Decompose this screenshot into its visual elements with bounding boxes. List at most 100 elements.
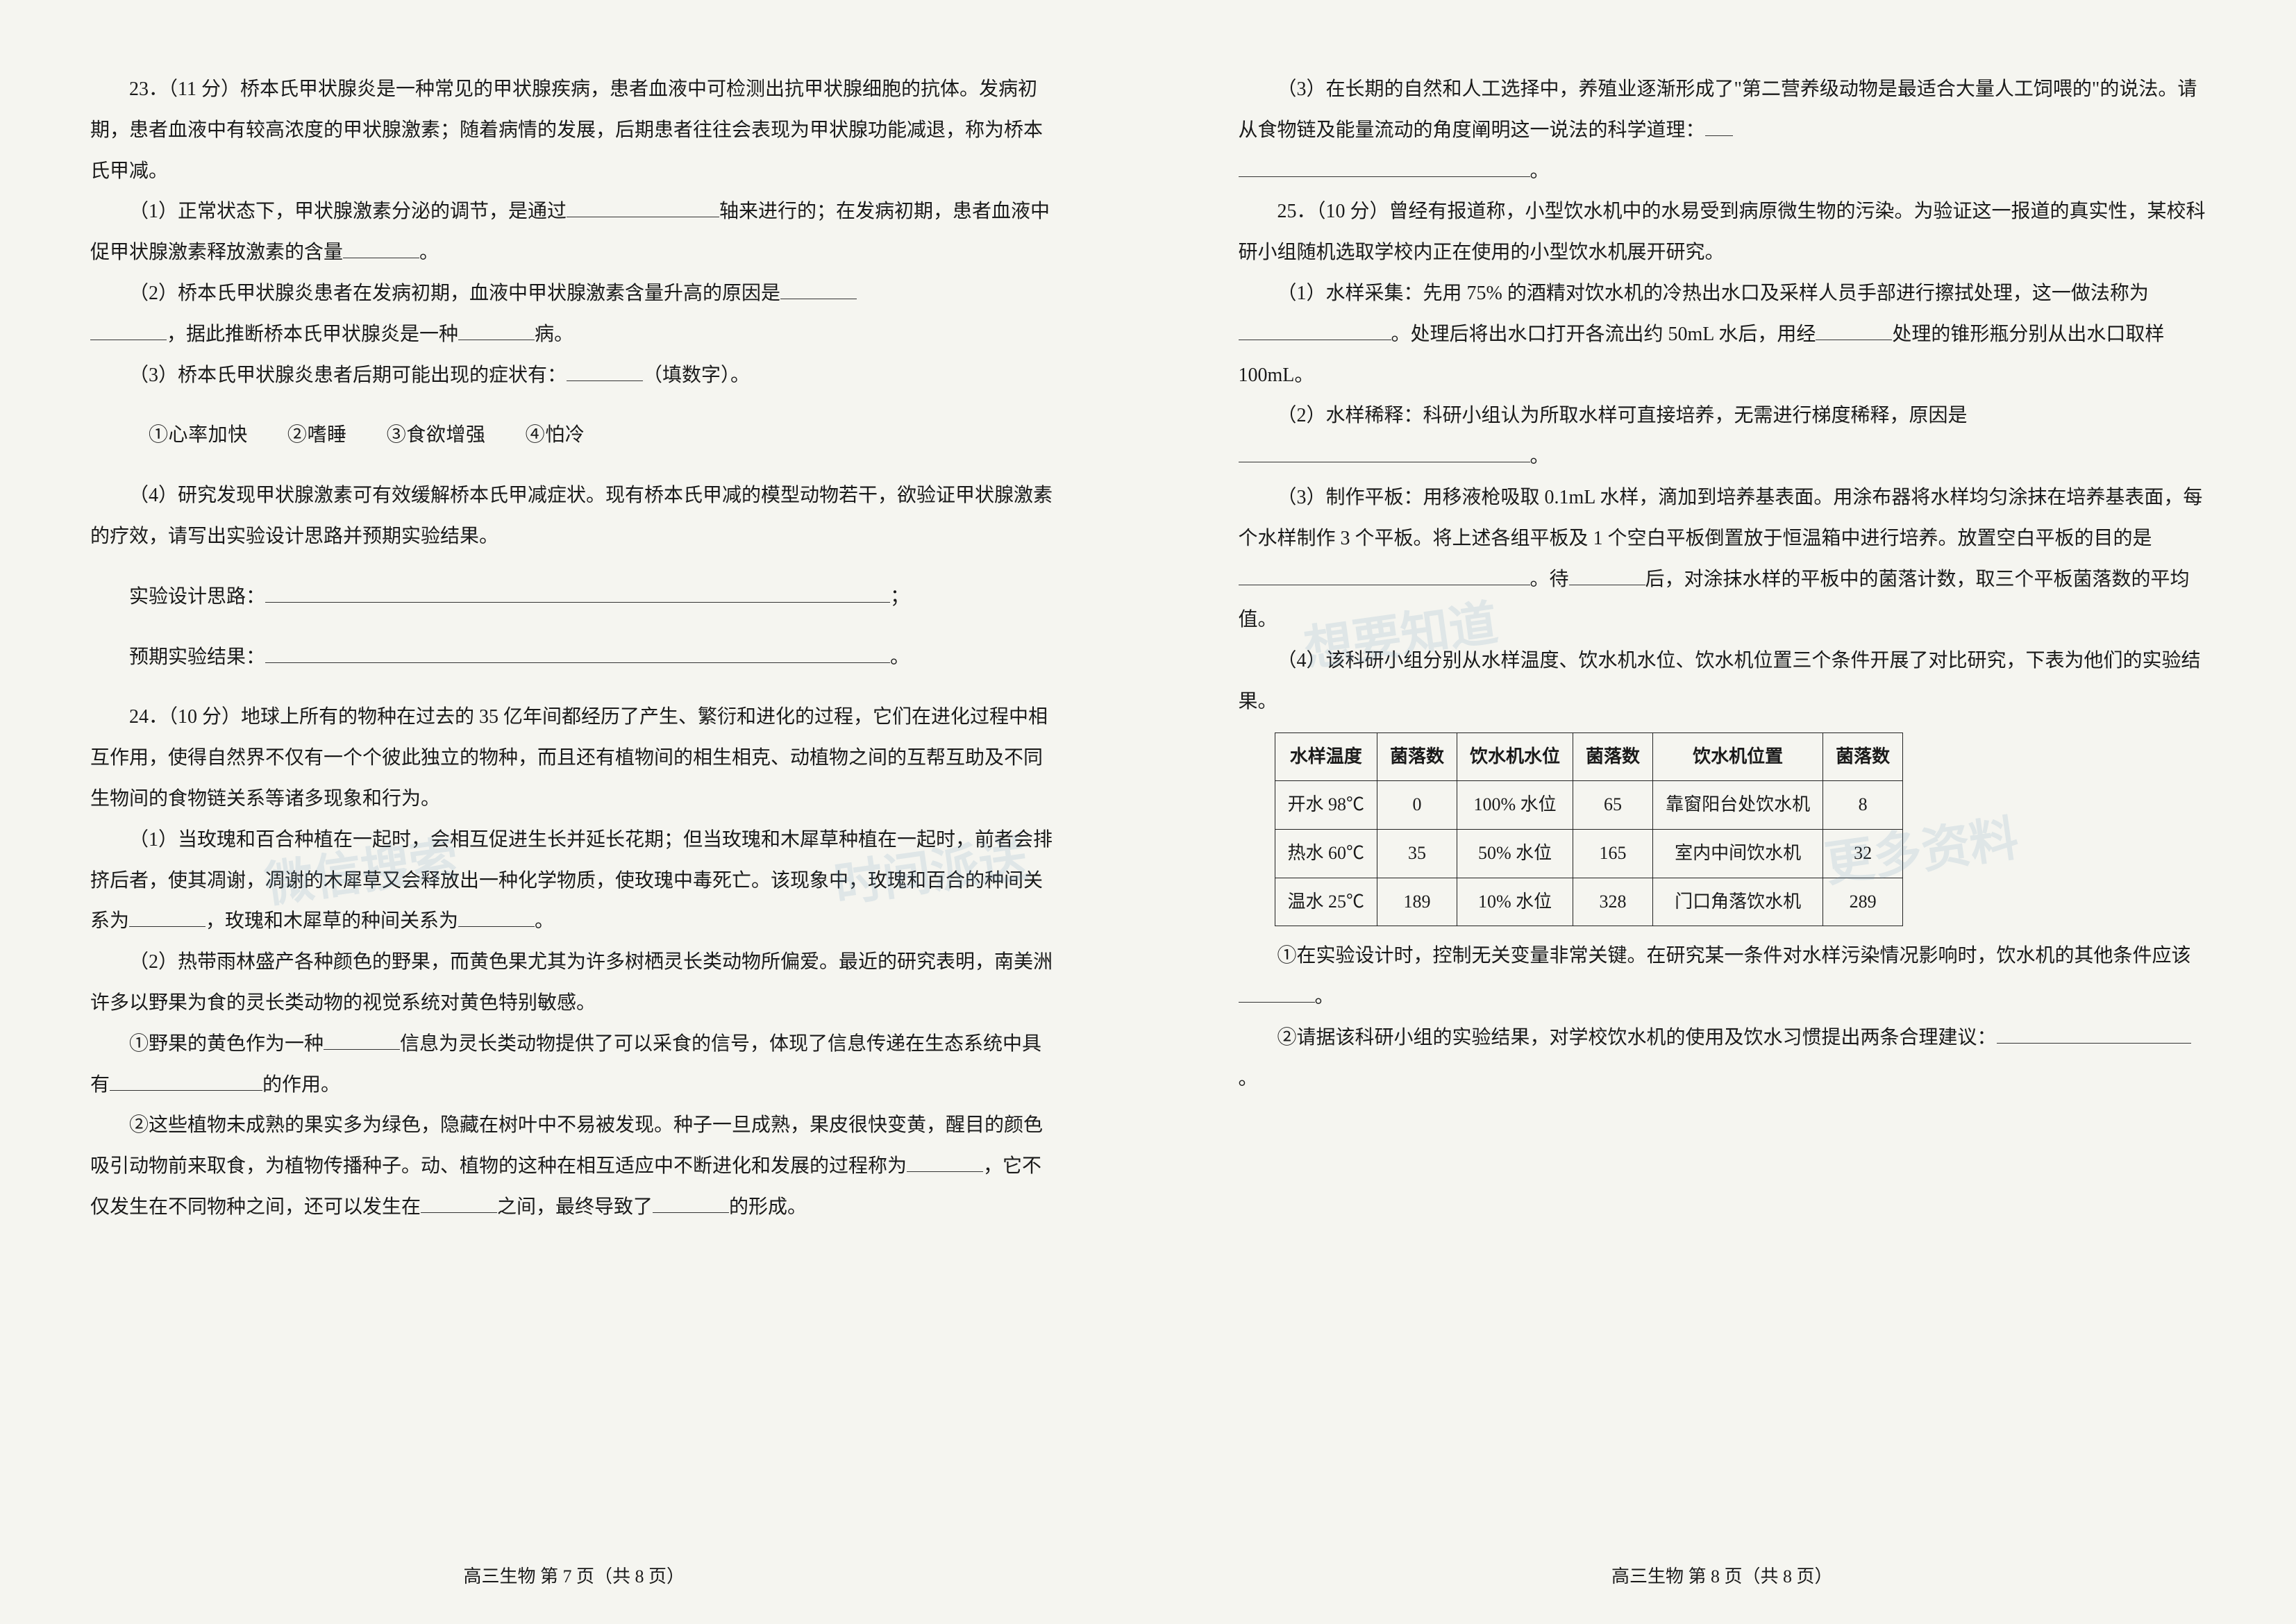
- blank: [90, 317, 167, 340]
- q24-3: （3）在长期的自然和人工选择中，养殖业逐渐形成了"第二营养级动物是最适合大量人工…: [1239, 69, 2206, 151]
- q23-4-exp1: 实验设计思路：；: [90, 577, 1058, 618]
- blank: [780, 276, 857, 299]
- exp2-label: 预期实验结果：: [129, 646, 265, 668]
- q24-2-1: ①野果的黄色作为一种信息为灵长类动物提供了可以采食的信号，体现了信息传递在生态系…: [90, 1024, 1058, 1106]
- blank: [567, 358, 643, 381]
- q25-3: （3）制作平板：用移液枪吸取 0.1mL 水样，滴加到培养基表面。用涂布器将水样…: [1239, 478, 2206, 641]
- q23-3-text-b: （填数字）。: [643, 365, 750, 386]
- blank: [1239, 979, 1315, 1003]
- table-cell: 32: [1823, 829, 1903, 878]
- q24-2-2: ②这些植物未成熟的果实多为绿色，隐藏在树叶中不易被发现。种子一旦成熟，果皮很快变…: [90, 1105, 1058, 1228]
- table-cell: 328: [1573, 878, 1653, 926]
- q25-1a: （1）水样采集：先用 75% 的酒精对饮水机的冷热出水口及采样人员手部进行擦拭处…: [1277, 283, 2149, 304]
- table-cell: 50% 水位: [1457, 829, 1573, 878]
- table-cell: 室内中间饮水机: [1653, 829, 1823, 878]
- table-row: 开水 98℃0100% 水位65靠窗阳台处饮水机8: [1275, 781, 1903, 830]
- table-cell: 开水 98℃: [1275, 781, 1377, 830]
- table-cell: 8: [1823, 781, 1903, 830]
- table-header-cell: 菌落数: [1573, 733, 1653, 781]
- q25-stem: 25．（10 分）曾经有报道称，小型饮水机中的水易受到病原微生物的污染。为验证这…: [1239, 192, 2206, 274]
- table-header-cell: 水样温度: [1275, 733, 1377, 781]
- q25-1b: 。处理后将出水口打开各流出约 50mL 水后，用经: [1391, 324, 1816, 345]
- table-row: 热水 60℃3550% 水位165室内中间饮水机32: [1275, 829, 1903, 878]
- q23-4: （4）研究发现甲状腺激素可有效缓解桥本氏甲减症状。现有桥本氏甲减的模型动物若干，…: [90, 476, 1058, 558]
- blank: [567, 194, 719, 218]
- table-cell: 189: [1377, 878, 1457, 926]
- blank: [421, 1189, 497, 1213]
- table-cell: 35: [1377, 829, 1457, 878]
- blank: [129, 904, 206, 928]
- q24-stem: 24．（10 分）地球上所有的物种在过去的 35 亿年间都经历了产生、繁衍和进化…: [90, 697, 1058, 819]
- q25-4-1b: 。: [1315, 986, 1334, 1007]
- table-cell: 0: [1377, 781, 1457, 830]
- q24-3b: 。: [1530, 160, 1550, 182]
- table-header-cell: 饮水机位置: [1653, 733, 1823, 781]
- blank: [324, 1026, 400, 1050]
- blank: [110, 1067, 262, 1091]
- table-cell: 289: [1823, 878, 1903, 926]
- table-cell: 温水 25℃: [1275, 878, 1377, 926]
- q25-4-1a: ①在实验设计时，控制无关变量非常关键。在研究某一条件对水样污染情况影响时，饮水机…: [1277, 945, 2191, 966]
- exp1-label: 实验设计思路：: [129, 586, 265, 608]
- table-row: 温水 25℃18910% 水位328门口角落饮水机289: [1275, 878, 1903, 926]
- q24-2: （2）热带雨林盛产各种颜色的野果，而黄色果尤其为许多树栖灵长类动物所偏爱。最近的…: [90, 942, 1058, 1024]
- q23-3-options: ①心率加快 ②嗜睡 ③食欲增强 ④怕冷: [90, 415, 1058, 456]
- blank: [1239, 562, 1530, 585]
- blank: [907, 1149, 983, 1173]
- q23-3: （3）桥本氏甲状腺炎患者后期可能出现的症状有： （填数字）。: [90, 355, 1058, 396]
- table-cell: 65: [1573, 781, 1653, 830]
- blank: [1997, 1020, 2191, 1044]
- q24-3-blankline: 。: [1239, 151, 2206, 192]
- q25-4-2b: 。: [1239, 1068, 1258, 1089]
- q23-1: （1）正常状态下，甲状腺激素分泌的调节，是通过轴来进行的；在发病初期，患者血液中…: [90, 192, 1058, 274]
- q23-stem: 23．（11 分）桥本氏甲状腺炎是一种常见的甲状腺疾病，患者血液中可检测出抗甲状…: [90, 69, 1058, 192]
- q25-4-2: ②请据该科研小组的实验结果，对学校饮水机的使用及饮水习惯提出两条合理建议： 。: [1239, 1018, 2206, 1100]
- q25-table: 水样温度菌落数饮水机水位菌落数饮水机位置菌落数 开水 98℃0100% 水位65…: [1275, 733, 1904, 926]
- blank: [1239, 153, 1530, 177]
- q25-1: （1）水样采集：先用 75% 的酒精对饮水机的冷热出水口及采样人员手部进行擦拭处…: [1239, 274, 2206, 396]
- q25-4-1: ①在实验设计时，控制无关变量非常关键。在研究某一条件对水样污染情况影响时，饮水机…: [1239, 936, 2206, 1018]
- q24-2-1c: 的作用。: [262, 1074, 340, 1096]
- blank: [265, 639, 890, 663]
- blank: [265, 579, 890, 603]
- page-footer-8: 高三生物 第 8 页（共 8 页）: [1148, 1558, 2296, 1596]
- q24-2-2c: 之间，最终导致了: [497, 1196, 653, 1218]
- q23-3-text-a: （3）桥本氏甲状腺炎患者后期可能出现的症状有：: [129, 365, 567, 386]
- q24-2-2d: 的形成。: [729, 1196, 807, 1218]
- q24-1-b: ，玫瑰和木犀草的种间关系为: [206, 910, 458, 932]
- table-cell: 100% 水位: [1457, 781, 1573, 830]
- page-7: 23．（11 分）桥本氏甲状腺炎是一种常见的甲状腺疾病，患者血液中可检测出抗甲状…: [0, 0, 1148, 1624]
- q23-4-exp2: 预期实验结果：。: [90, 637, 1058, 678]
- table-cell: 门口角落饮水机: [1653, 878, 1823, 926]
- blank: [458, 317, 535, 340]
- blank: [1705, 112, 1733, 136]
- page-footer-7: 高三生物 第 7 页（共 8 页）: [0, 1558, 1148, 1596]
- table-cell: 热水 60℃: [1275, 829, 1377, 878]
- q24-2-2a: ②这些植物未成熟的果实多为绿色，隐藏在树叶中不易被发现。种子一旦成熟，果皮很快变…: [90, 1114, 1043, 1177]
- q25-2a: （2）水样稀释：科研小组认为所取水样可直接培养，无需进行梯度稀释，原因是: [1277, 405, 1968, 426]
- blank: [1816, 317, 1892, 340]
- q24-1-c: 。: [535, 910, 554, 932]
- page-8: （3）在长期的自然和人工选择中，养殖业逐渐形成了"第二营养级动物是最适合大量人工…: [1148, 0, 2296, 1624]
- table-header-cell: 菌落数: [1377, 733, 1457, 781]
- q23-1-text-a: （1）正常状态下，甲状腺激素分泌的调节，是通过: [129, 201, 567, 222]
- q24-1: （1）当玫瑰和百合种植在一起时，会相互促进生长并延长花期；但当玫瑰和木犀草种植在…: [90, 820, 1058, 942]
- q23-2: （2）桥本氏甲状腺炎患者在发病初期，血液中甲状腺激素含量升高的原因是 ，据此推断桥…: [90, 274, 1058, 355]
- q25-2: （2）水样稀释：科研小组认为所取水样可直接培养，无需进行梯度稀释，原因是: [1239, 396, 2206, 437]
- q23-2-text-b: ，据此推断桥本氏甲状腺炎是一种: [167, 324, 458, 345]
- table-cell: 165: [1573, 829, 1653, 878]
- q23-1-text-c: 。: [419, 242, 439, 263]
- q23-2-text-a: （2）桥本氏甲状腺炎患者在发病初期，血液中甲状腺激素含量升高的原因是: [129, 283, 780, 304]
- table-header-cell: 饮水机水位: [1457, 733, 1573, 781]
- table-header-cell: 菌落数: [1823, 733, 1903, 781]
- blank: [458, 904, 535, 928]
- table-cell: 10% 水位: [1457, 878, 1573, 926]
- q25-4: （4）该科研小组分别从水样温度、饮水机水位、饮水机位置三个条件开展了对比研究，下…: [1239, 641, 2206, 723]
- blank: [1569, 562, 1645, 585]
- q23-2-text-c: 病。: [535, 324, 573, 345]
- q25-4-2a: ②请据该科研小组的实验结果，对学校饮水机的使用及饮水习惯提出两条合理建议：: [1277, 1027, 1997, 1048]
- q25-3a: （3）制作平板：用移液枪吸取 0.1mL 水样，滴加到培养基表面。用涂布器将水样…: [1239, 487, 2203, 549]
- blank: [1239, 440, 1530, 463]
- q25-3b: 。待: [1530, 569, 1569, 590]
- q25-2b: 。: [1530, 446, 1550, 467]
